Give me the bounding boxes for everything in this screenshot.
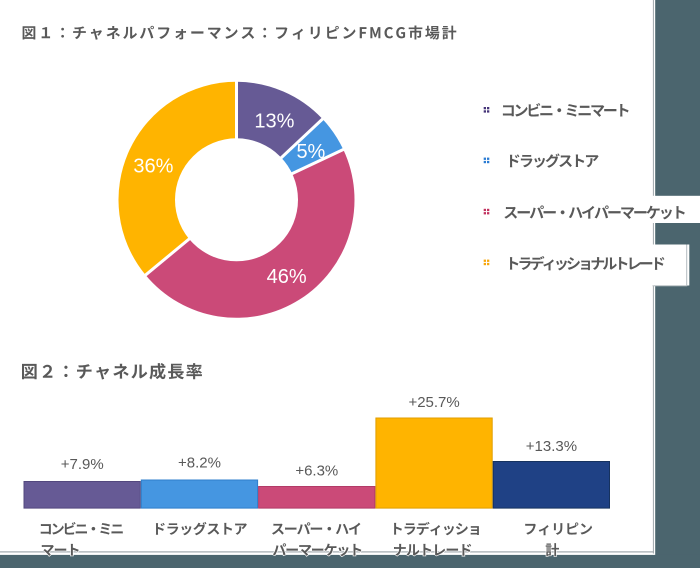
svg-text:13%: 13% xyxy=(254,111,294,133)
svg-text:+25.7%: +25.7% xyxy=(408,394,459,411)
svg-text:46%: 46% xyxy=(267,266,307,288)
svg-text:5%: 5% xyxy=(296,141,325,163)
svg-text:+7.9%: +7.9% xyxy=(61,456,104,473)
svg-text:36%: 36% xyxy=(133,155,173,177)
svg-text:+6.3%: +6.3% xyxy=(295,462,338,479)
svg-text:+8.2%: +8.2% xyxy=(178,455,221,472)
svg-text:+13.3%: +13.3% xyxy=(526,438,577,455)
